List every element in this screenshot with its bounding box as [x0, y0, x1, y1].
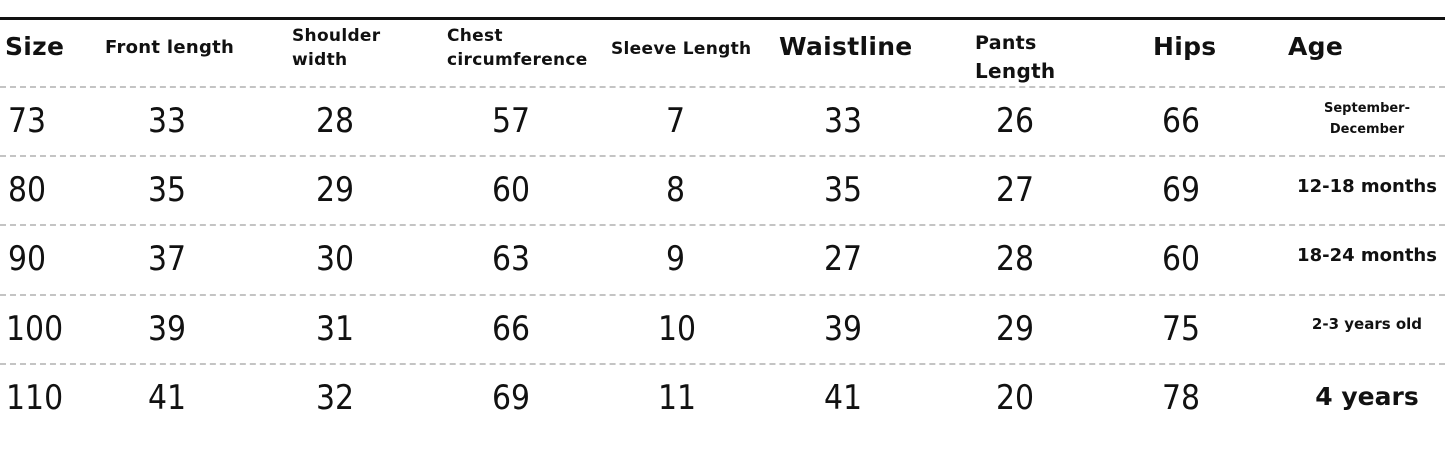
header-age: Age: [1288, 32, 1344, 61]
cell-size: 110: [6, 378, 64, 418]
row-divider: [0, 294, 1445, 296]
cell-hips: 66: [1162, 101, 1201, 141]
cell-size: 90: [8, 239, 47, 279]
header-waistline: Waistline: [779, 32, 913, 61]
cell-age: September-: [1324, 101, 1410, 116]
cell-front: 37: [148, 239, 187, 279]
header-hips: Hips: [1153, 32, 1217, 61]
header-chest-line2: circumference: [447, 50, 588, 70]
cell-waist: 35: [824, 170, 863, 210]
row-divider: [0, 363, 1445, 365]
cell-sleeve: 7: [666, 101, 686, 141]
cell-age: 12-18 months: [1297, 176, 1437, 197]
header-sleeve-length: Sleeve Length: [611, 39, 752, 59]
table-top-border: [0, 17, 1445, 20]
header-pants-line2: Length: [975, 59, 1056, 83]
header-chest-line1: Chest: [447, 26, 503, 46]
cell-sleeve: 9: [666, 239, 686, 279]
row-divider: [0, 155, 1445, 157]
cell-front: 35: [148, 170, 187, 210]
cell-size: 80: [8, 170, 47, 210]
cell-waist: 27: [824, 239, 863, 279]
cell-chest: 63: [492, 239, 531, 279]
cell-size: 73: [8, 101, 47, 141]
header-size: Size: [5, 32, 65, 61]
cell-sleeve: 8: [666, 170, 686, 210]
row-divider: [0, 224, 1445, 226]
cell-chest: 66: [492, 309, 531, 349]
cell-chest: 69: [492, 378, 531, 418]
cell-waist: 41: [824, 378, 863, 418]
cell-age: December: [1329, 122, 1405, 137]
cell-age: 18-24 months: [1297, 245, 1437, 266]
cell-hips: 69: [1162, 170, 1201, 210]
cell-front: 39: [148, 309, 187, 349]
cell-age: 2-3 years old: [1311, 315, 1423, 333]
cell-chest: 60: [492, 170, 531, 210]
cell-waist: 39: [824, 309, 863, 349]
cell-pants: 29: [996, 309, 1035, 349]
cell-hips: 78: [1162, 378, 1201, 418]
header-shoulder-width-line2: width: [292, 50, 348, 70]
cell-pants: 27: [996, 170, 1035, 210]
cell-hips: 75: [1162, 309, 1201, 349]
cell-sleeve: 11: [658, 378, 697, 418]
cell-shoulder: 31: [316, 309, 355, 349]
cell-size: 100: [6, 309, 64, 349]
header-pants-line1: Pants: [975, 32, 1037, 54]
cell-chest: 57: [492, 101, 531, 141]
cell-age: 4 years: [1315, 382, 1419, 411]
cell-shoulder: 30: [316, 239, 355, 279]
cell-front: 41: [148, 378, 187, 418]
cell-waist: 33: [824, 101, 863, 141]
cell-pants: 20: [996, 378, 1035, 418]
cell-pants: 26: [996, 101, 1035, 141]
cell-shoulder: 32: [316, 378, 355, 418]
header-shoulder-width-line1: Shoulder: [292, 26, 381, 46]
cell-sleeve: 10: [658, 309, 697, 349]
row-divider: [0, 86, 1445, 88]
header-front-length: Front length: [105, 37, 235, 58]
cell-pants: 28: [996, 239, 1035, 279]
cell-front: 33: [148, 101, 187, 141]
cell-hips: 60: [1162, 239, 1201, 279]
cell-shoulder: 29: [316, 170, 355, 210]
cell-shoulder: 28: [316, 101, 355, 141]
